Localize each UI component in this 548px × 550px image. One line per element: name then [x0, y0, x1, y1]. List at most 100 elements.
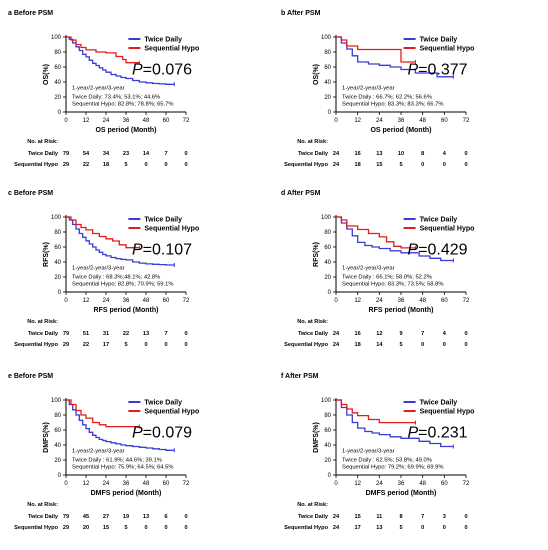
risk-count: 13: [376, 151, 382, 157]
x-tick-label: 24: [103, 298, 110, 304]
series-line-sequential-hypo: [336, 399, 416, 424]
y-axis-label: OS(%): [313, 64, 320, 85]
y-axis-label: RFS(%): [313, 242, 320, 267]
legend-label: Sequential Hypo: [144, 409, 199, 416]
panel-a: a Before PSM 0 20 40 60 80 100 0 12 24 36 48 60 72 OS(…: [8, 10, 199, 168]
risk-count: 3: [443, 514, 446, 520]
legend-label: Twice Daily: [144, 400, 182, 407]
risk-row-label: Twice Daily: [298, 151, 329, 157]
summary-line: Twice Daily : 66.1%; 58.0%; 52.2%: [342, 275, 432, 281]
y-tick-label: 40: [54, 260, 61, 266]
series-line-twice-daily: [66, 36, 175, 85]
risk-count: 45: [83, 514, 89, 520]
risk-count: 0: [144, 525, 147, 531]
legend-label: Sequential Hypo: [420, 409, 475, 416]
p-symbol: P: [132, 62, 143, 79]
x-tick-label: 60: [163, 481, 170, 487]
risk-header: No. at Risk:: [297, 139, 328, 145]
y-tick-label: 0: [328, 290, 332, 296]
x-tick-label: 24: [376, 481, 383, 487]
risk-count: 0: [144, 342, 147, 348]
risk-count: 22: [123, 331, 129, 337]
x-axis-label: DMFS period (Month): [366, 490, 437, 497]
risk-row-label: Sequential Hypo: [14, 342, 58, 348]
risk-count: 29: [63, 342, 69, 348]
y-tick-label: 20: [54, 275, 61, 281]
y-tick-label: 40: [54, 80, 61, 86]
risk-count: 15: [103, 525, 109, 531]
x-tick-label: 36: [398, 118, 405, 124]
series-line-twice-daily: [336, 36, 454, 78]
p-value: P=0.107: [132, 242, 192, 259]
risk-count: 0: [443, 162, 446, 168]
x-axis-label: DMFS period (Month): [91, 490, 162, 497]
risk-count: 5: [399, 162, 402, 168]
x-tick-label: 72: [463, 298, 470, 304]
summary-header: 1-year/2-year/3-year: [342, 449, 395, 455]
y-tick-label: 20: [324, 275, 331, 281]
legend-label: Twice Daily: [144, 37, 182, 44]
risk-count: 24: [333, 514, 340, 520]
risk-count: 24: [333, 151, 340, 157]
x-tick-label: 48: [143, 118, 150, 124]
risk-row-label: Twice Daily: [28, 151, 59, 157]
x-tick-label: 12: [354, 481, 361, 487]
risk-count: 0: [164, 162, 167, 168]
summary-line: Twice Daily : 66.7%; 62.2%; 56.6%: [342, 95, 432, 101]
x-tick-label: 0: [334, 298, 338, 304]
risk-count: 8: [421, 151, 424, 157]
series-line-sequential-hypo: [66, 36, 140, 64]
risk-count: 8: [399, 514, 402, 520]
risk-count: 29: [63, 162, 69, 168]
risk-count: 0: [464, 342, 467, 348]
risk-count: 9: [399, 331, 402, 337]
summary-header: 1-year/2-year/3-year: [72, 266, 125, 272]
y-axis-label: RFS(%): [43, 242, 50, 267]
risk-count: 23: [123, 151, 129, 157]
p-symbol: P: [408, 62, 419, 79]
y-tick-label: 80: [324, 230, 331, 236]
series-line-twice-daily: [66, 399, 175, 451]
y-tick-label: 100: [321, 35, 332, 41]
y-tick-label: 80: [324, 50, 331, 56]
risk-count: 31: [103, 331, 109, 337]
risk-row-label: Sequential Hypo: [284, 525, 328, 531]
x-tick-label: 12: [83, 481, 90, 487]
risk-count: 0: [144, 162, 147, 168]
panel-title: f After PSM: [281, 373, 319, 380]
risk-count: 22: [83, 162, 89, 168]
p-value-text: =0.377: [418, 62, 467, 79]
y-tick-label: 0: [328, 473, 332, 479]
p-value: P=0.429: [408, 242, 468, 259]
summary-line: Sequential Hypo: 82.8%; 70.9%; 59.1%: [72, 282, 174, 288]
x-tick-label: 48: [143, 481, 150, 487]
x-tick-label: 36: [398, 298, 405, 304]
summary-line: Sequential Hypo: 82.8%; 78.8%; 65.7%: [72, 102, 174, 108]
x-tick-label: 0: [64, 118, 68, 124]
risk-count: 51: [83, 331, 89, 337]
x-tick-label: 0: [334, 481, 338, 487]
y-axis-label: DMFS(%): [313, 422, 320, 453]
risk-count: 7: [421, 331, 424, 337]
x-tick-label: 60: [163, 298, 170, 304]
y-tick-label: 20: [54, 95, 61, 101]
summary-header: 1-year/2-year/3-year: [342, 86, 395, 92]
p-value: P=0.231: [408, 425, 468, 442]
series-line-twice-daily: [336, 216, 454, 262]
y-tick-label: 40: [324, 443, 331, 449]
risk-count: 34: [103, 151, 110, 157]
y-tick-label: 60: [54, 245, 61, 251]
risk-row-label: Twice Daily: [28, 331, 59, 337]
summary-line: Twice Daily : 62.5%; 53.8%; 49.0%: [342, 458, 432, 464]
x-tick-label: 48: [419, 298, 426, 304]
x-tick-label: 48: [419, 118, 426, 124]
summary-line: Sequential Hypo: 83.3%; 73.5%; 58.8%: [342, 282, 444, 288]
legend-label: Sequential Hypo: [420, 226, 475, 233]
x-tick-label: 24: [376, 118, 383, 124]
risk-row-label: Sequential Hypo: [284, 162, 328, 168]
y-tick-label: 60: [324, 428, 331, 434]
risk-count: 14: [143, 151, 150, 157]
panel-title: d After PSM: [281, 190, 321, 197]
p-symbol: P: [408, 425, 419, 442]
